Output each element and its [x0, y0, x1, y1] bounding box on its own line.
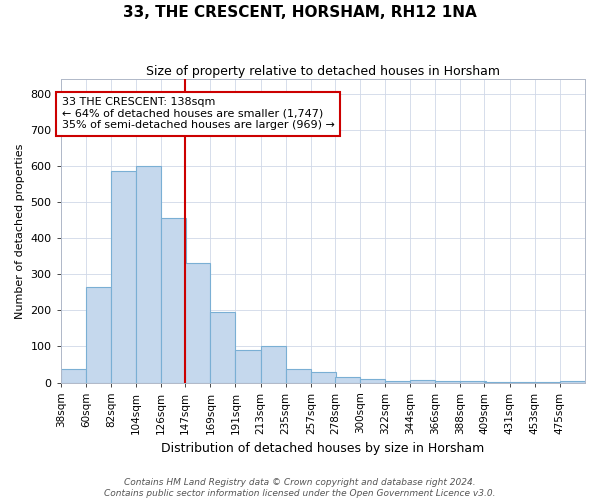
X-axis label: Distribution of detached houses by size in Horsham: Distribution of detached houses by size …	[161, 442, 484, 455]
Bar	[86, 287, 111, 382]
Bar	[161, 218, 187, 382]
Title: Size of property relative to detached houses in Horsham: Size of property relative to detached ho…	[146, 65, 500, 78]
Bar	[185, 264, 211, 382]
Bar	[385, 380, 410, 382]
Bar	[61, 369, 86, 382]
Bar	[260, 346, 286, 382]
Bar	[136, 166, 161, 382]
Bar	[111, 172, 136, 382]
Bar	[560, 380, 585, 382]
Bar	[286, 369, 311, 382]
Bar	[410, 380, 436, 382]
Bar	[235, 350, 260, 382]
Text: Contains HM Land Registry data © Crown copyright and database right 2024.
Contai: Contains HM Land Registry data © Crown c…	[104, 478, 496, 498]
Text: 33 THE CRESCENT: 138sqm
← 64% of detached houses are smaller (1,747)
35% of semi: 33 THE CRESCENT: 138sqm ← 64% of detache…	[62, 97, 335, 130]
Bar	[311, 372, 336, 382]
Y-axis label: Number of detached properties: Number of detached properties	[15, 143, 25, 318]
Bar	[436, 380, 460, 382]
Bar	[360, 379, 385, 382]
Text: 33, THE CRESCENT, HORSHAM, RH12 1NA: 33, THE CRESCENT, HORSHAM, RH12 1NA	[123, 5, 477, 20]
Bar	[211, 312, 235, 382]
Bar	[335, 377, 360, 382]
